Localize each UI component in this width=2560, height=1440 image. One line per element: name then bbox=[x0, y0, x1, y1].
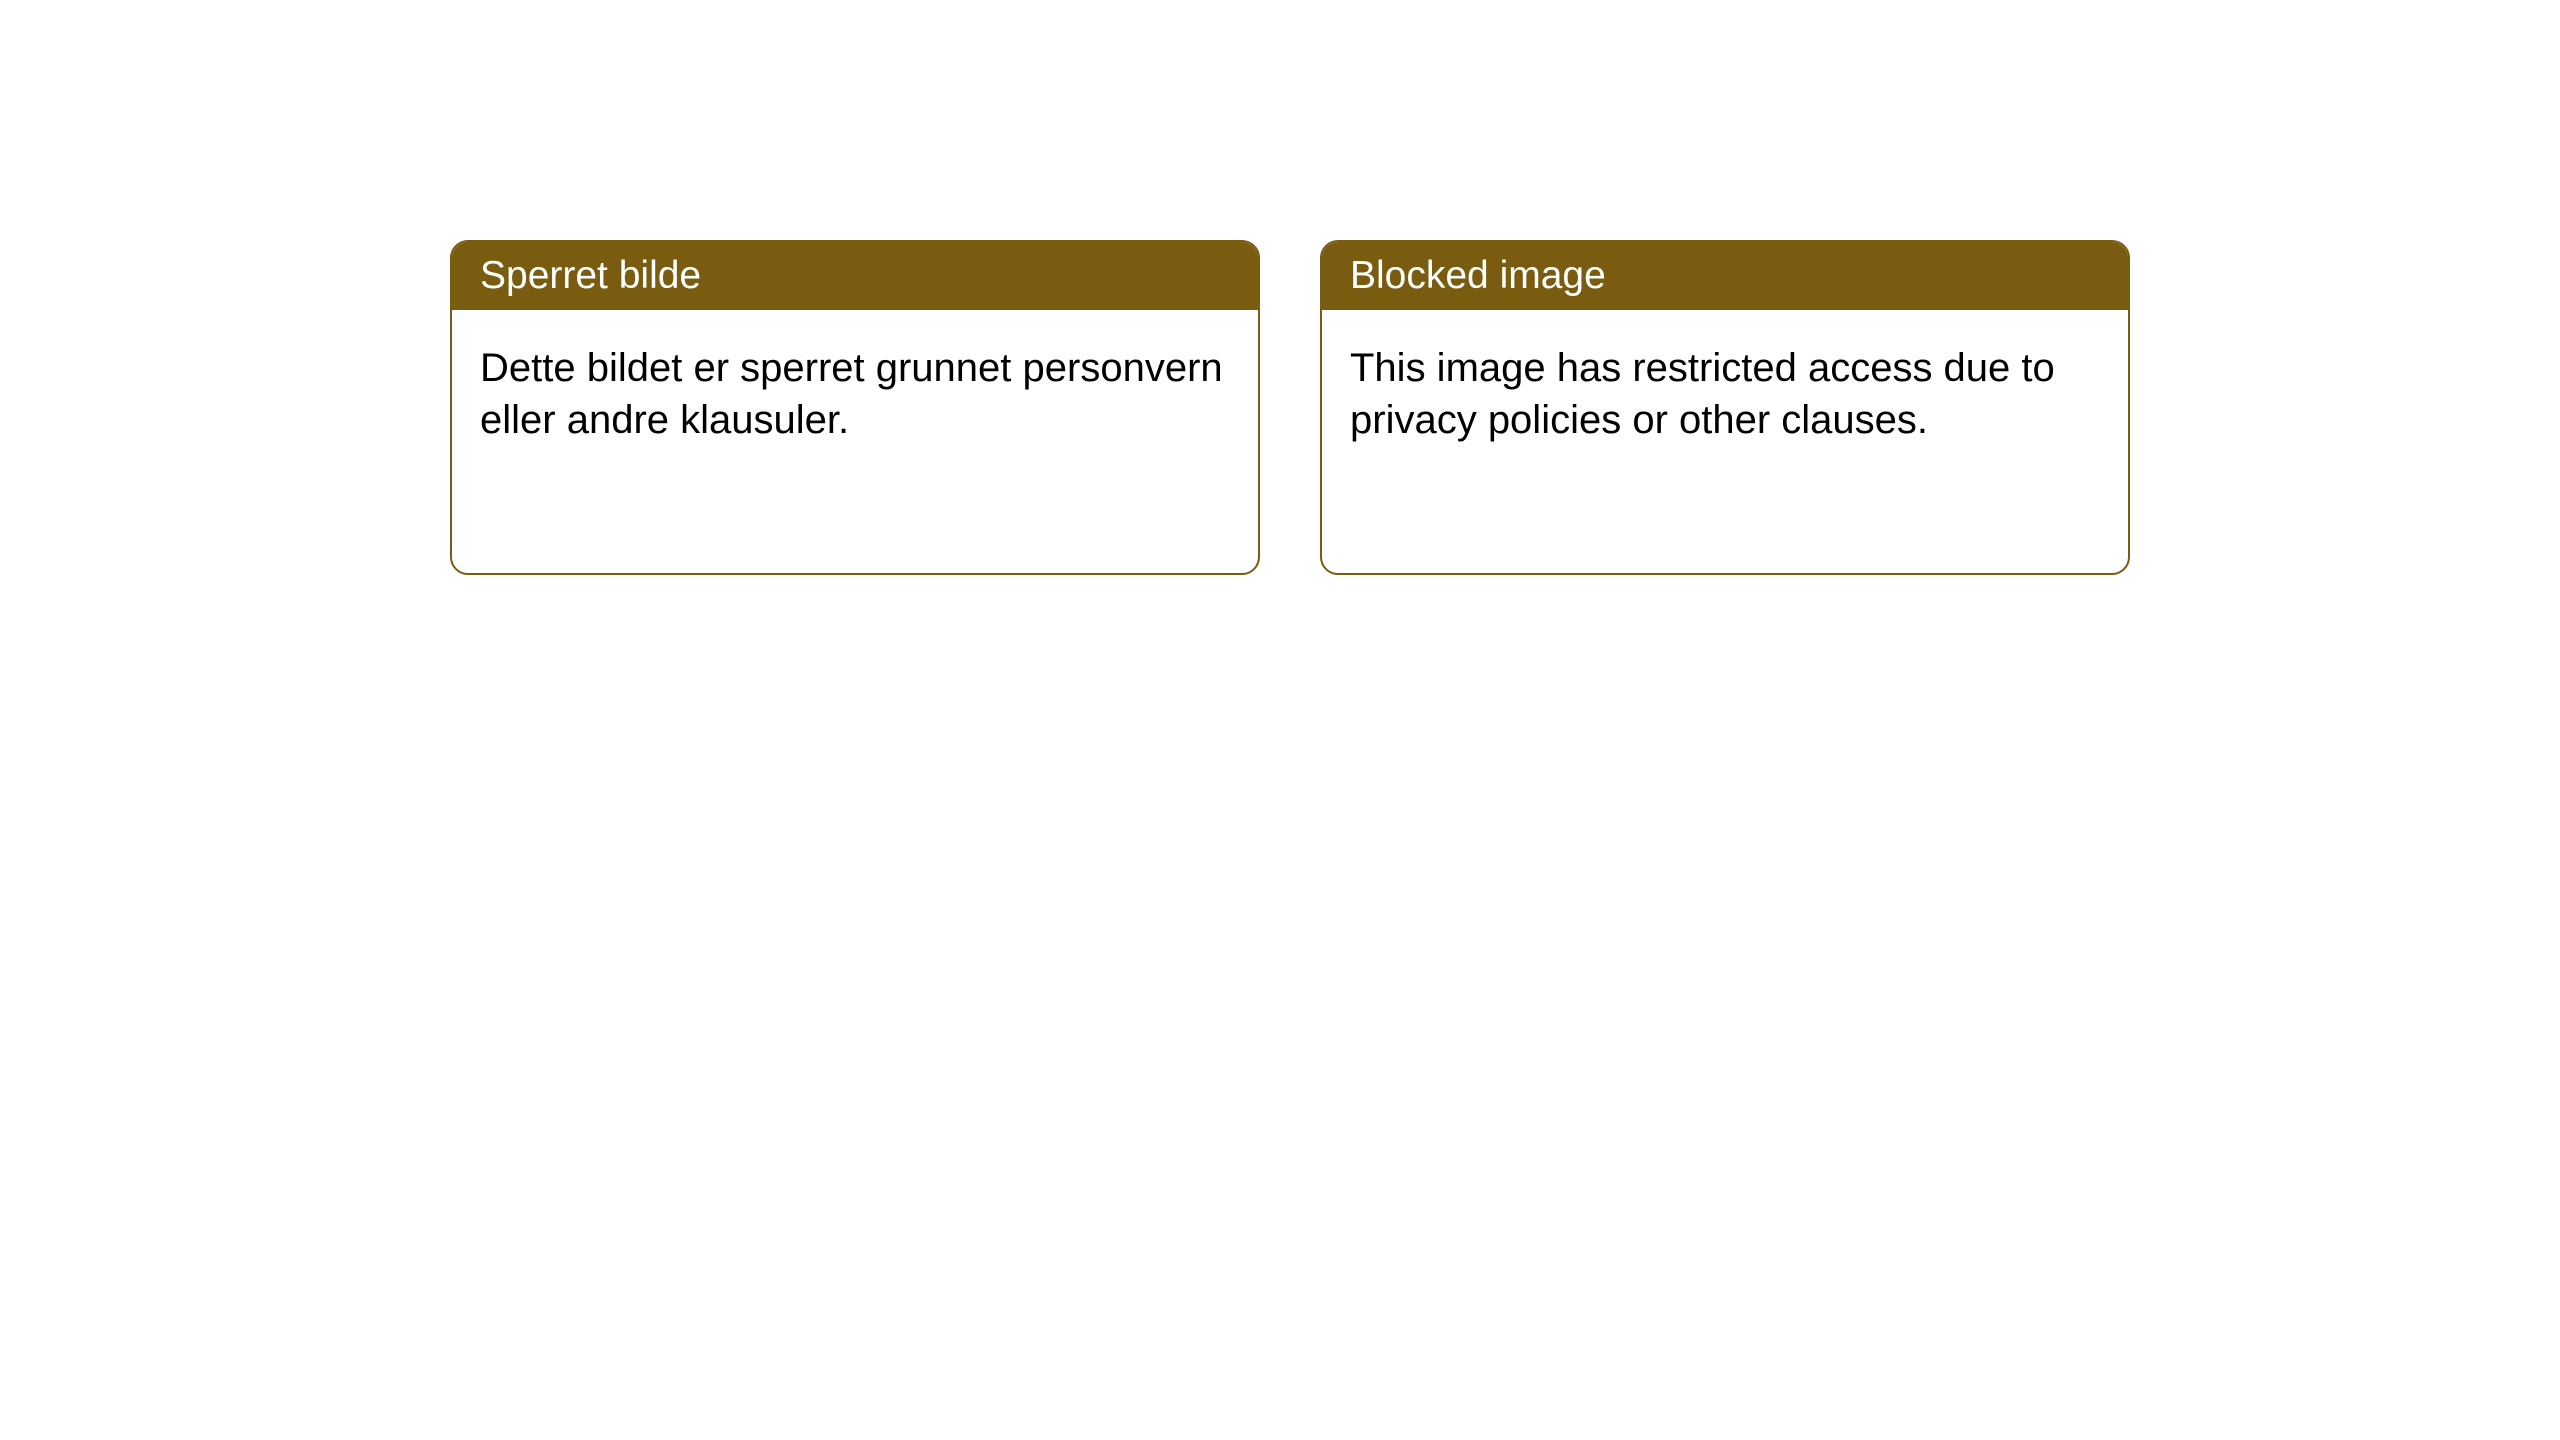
notice-body-text: This image has restricted access due to … bbox=[1350, 346, 2055, 442]
notice-card-norwegian: Sperret bilde Dette bildet er sperret gr… bbox=[450, 240, 1260, 575]
notice-body: This image has restricted access due to … bbox=[1322, 310, 2128, 478]
notice-title: Blocked image bbox=[1350, 254, 1606, 297]
notice-body-text: Dette bildet er sperret grunnet personve… bbox=[480, 346, 1223, 442]
notice-container: Sperret bilde Dette bildet er sperret gr… bbox=[0, 0, 2560, 575]
notice-header: Sperret bilde bbox=[452, 242, 1258, 310]
notice-card-english: Blocked image This image has restricted … bbox=[1320, 240, 2130, 575]
notice-title: Sperret bilde bbox=[480, 254, 701, 297]
notice-body: Dette bildet er sperret grunnet personve… bbox=[452, 310, 1258, 478]
notice-header: Blocked image bbox=[1322, 242, 2128, 310]
